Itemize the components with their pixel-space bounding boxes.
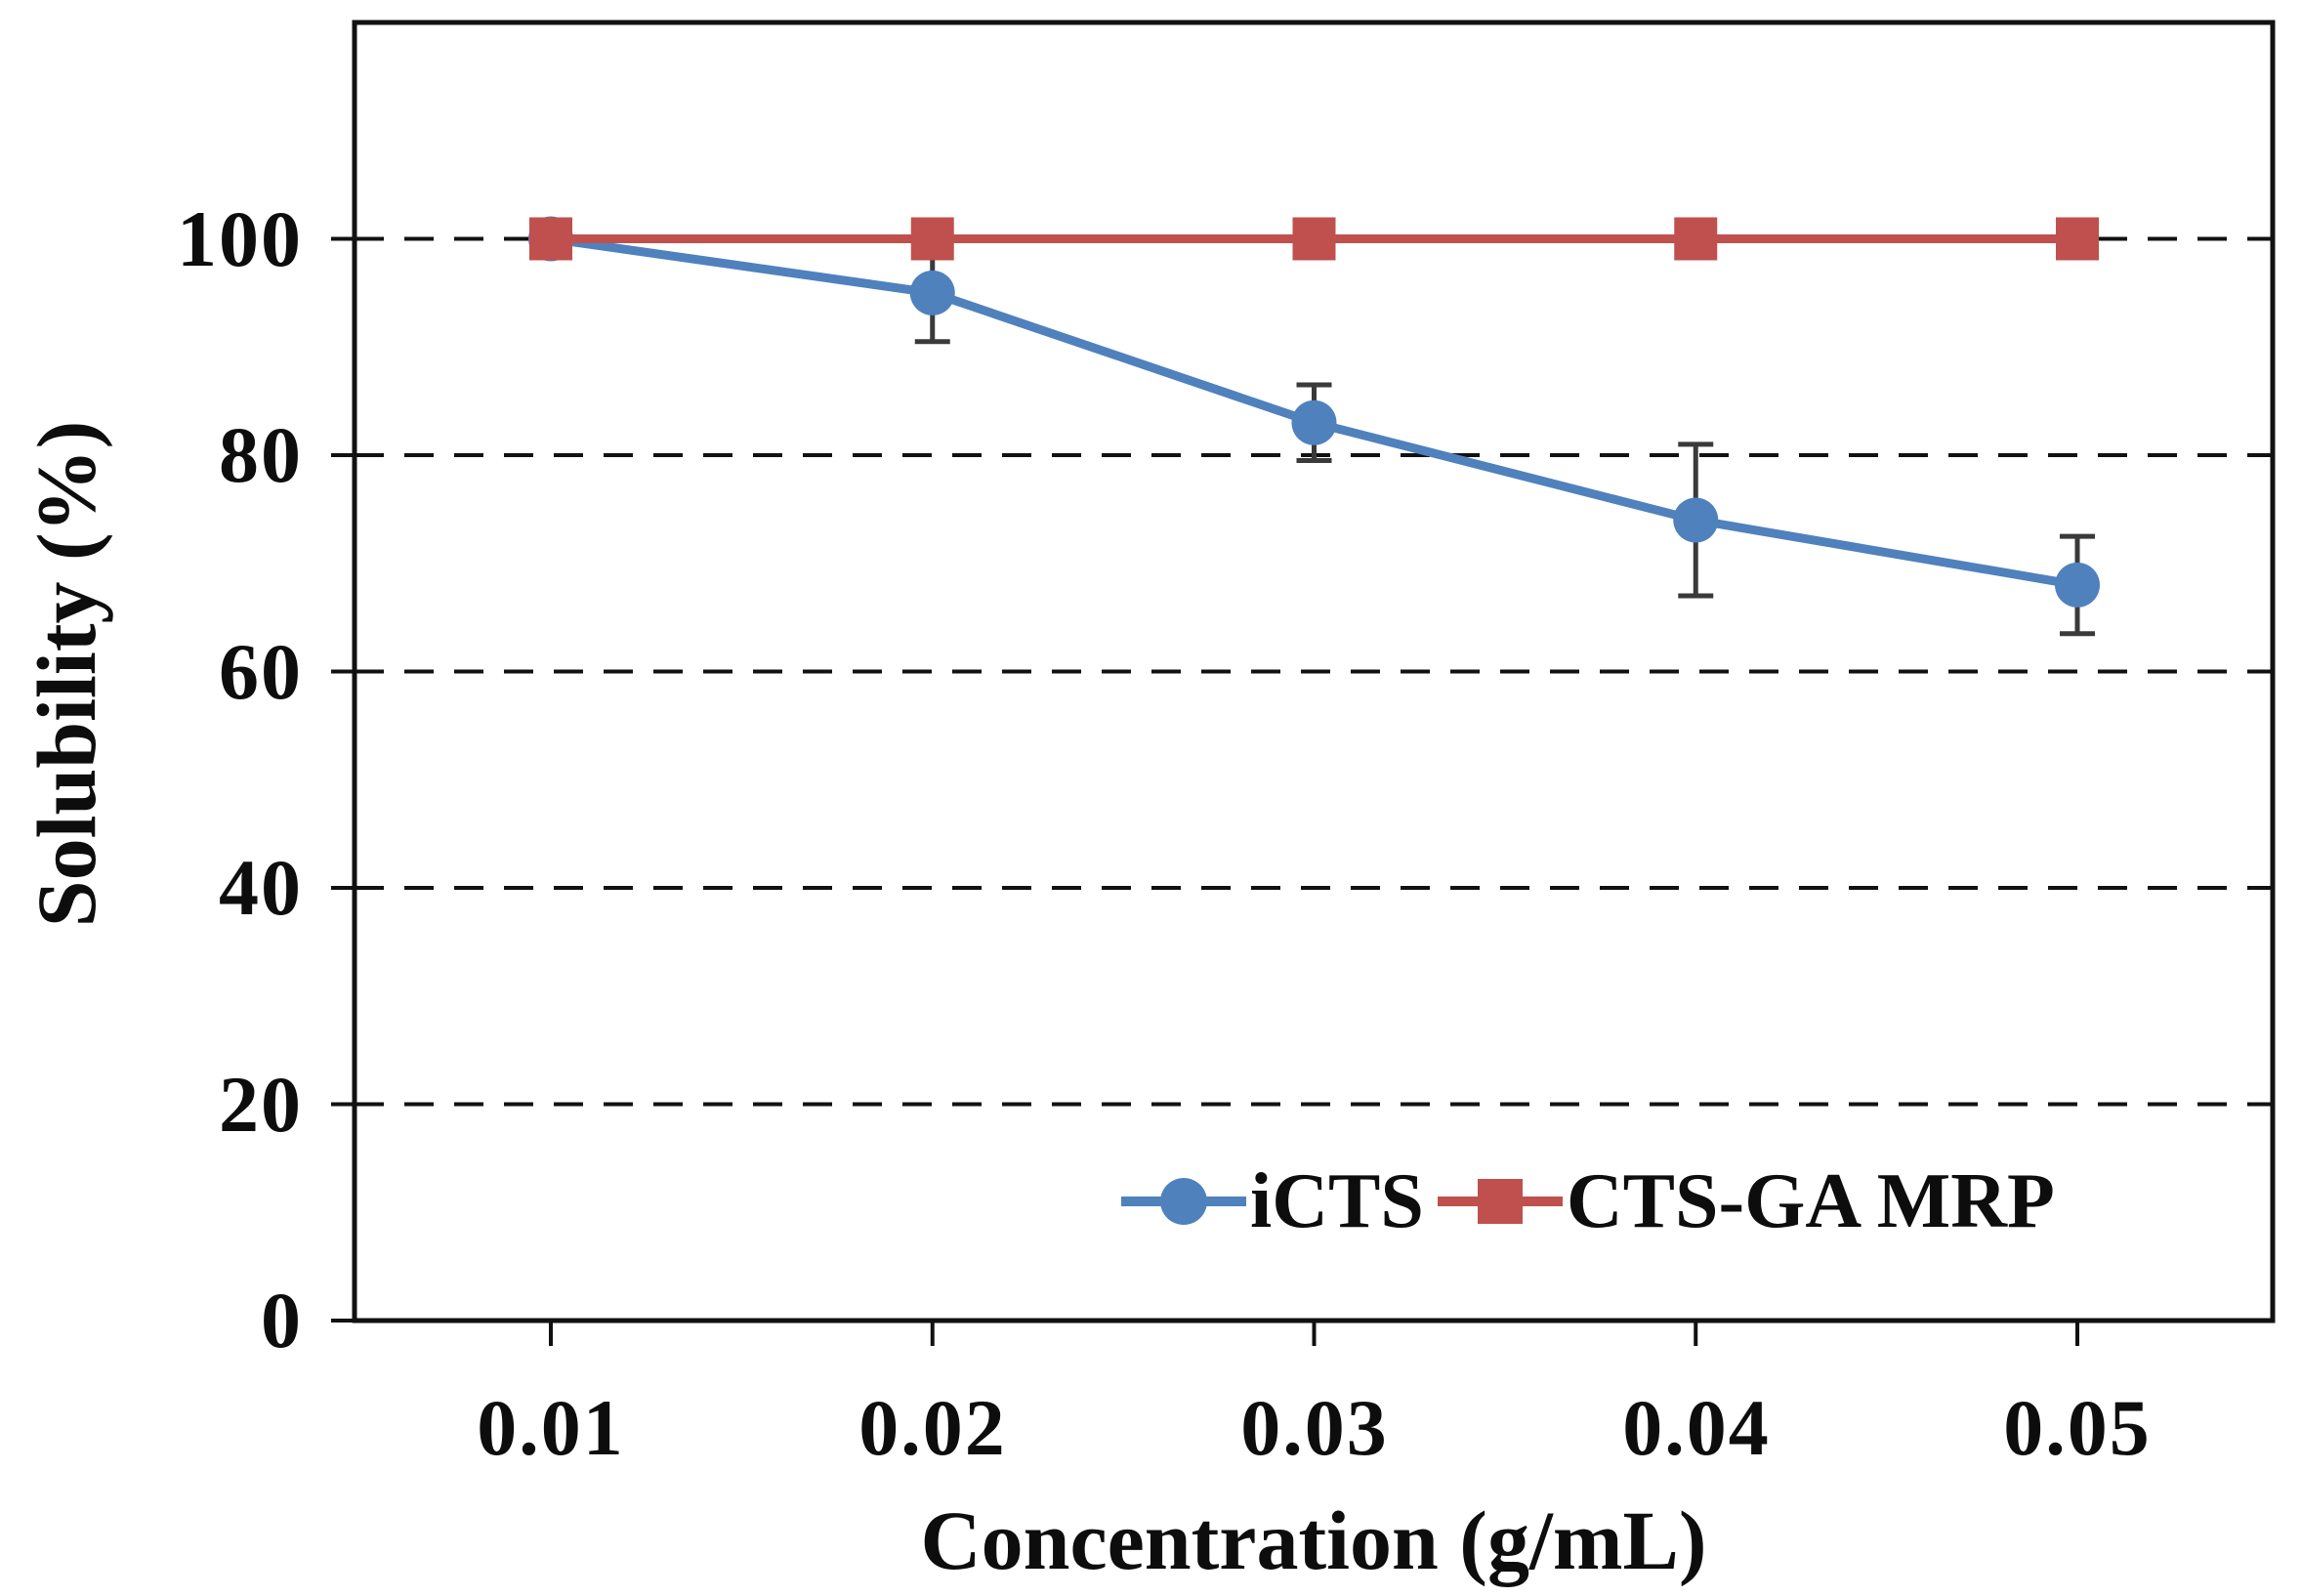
marker-CTS-GA MRP [1292,217,1336,261]
marker-iCTS [1673,497,1719,543]
marker-CTS-GA MRP [1674,217,1718,261]
plot-border [352,20,2276,1323]
legend-label-cts-ga-mrp: CTS-GA MRP [1566,1158,2055,1244]
x-tick-label: 0.02 [858,1383,1007,1472]
y-tick-label: 100 [177,194,303,283]
y-tick-label: 40 [219,843,303,932]
x-tick-label: 0.05 [2003,1383,2152,1472]
y-tick-label: 60 [219,627,303,716]
marker-iCTS [909,270,955,315]
y-tick-label: 80 [219,410,303,499]
legend: iCTS CTS-GA MRP [1121,1155,2055,1247]
marker-iCTS [2055,562,2100,608]
x-tick-label: 0.03 [1240,1383,1389,1472]
y-tick-label: 0 [261,1276,303,1365]
y-tick-label: 20 [219,1060,303,1149]
legend-label-icts: iCTS [1250,1158,1424,1244]
marker-CTS-GA MRP [529,217,572,261]
marker-CTS-GA MRP [2056,217,2099,261]
marker-iCTS [1291,399,1337,445]
x-axis-title: Concentration (g/mL) [920,1493,1707,1587]
legend-marker-square-icon [1437,1172,1563,1231]
legend-item-cts-ga-mrp: CTS-GA MRP [1437,1158,2055,1244]
x-tick-label: 0.01 [477,1383,625,1472]
x-tick-label: 0.04 [1622,1383,1771,1472]
legend-item-icts: iCTS [1121,1162,1424,1240]
legend-marker-circle-icon [1121,1172,1246,1231]
marker-CTS-GA MRP [910,217,954,261]
